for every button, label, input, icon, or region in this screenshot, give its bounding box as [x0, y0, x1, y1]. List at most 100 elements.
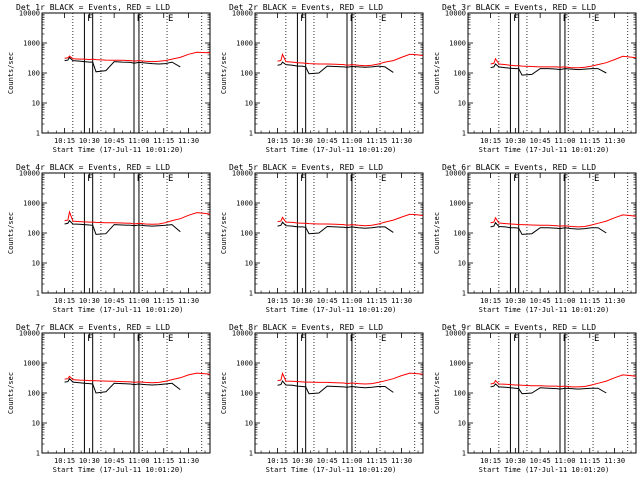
x-tick-label: 11:00 [341, 297, 362, 305]
x-axis-label: Start Time (17-Jul-11 10:01:20) [53, 146, 184, 154]
x-tick-label: 11:00 [128, 457, 149, 465]
y-tick-label: 1000 [236, 360, 253, 368]
x-axis-label: Start Time (17-Jul-11 10:01:20) [266, 146, 397, 154]
y-tick-label: 100 [453, 230, 466, 238]
time-marker-label: F [137, 334, 142, 344]
y-tick-label: 1 [36, 290, 40, 298]
time-marker-label: F [513, 334, 518, 344]
lld-series-line [277, 52, 424, 67]
x-tick-label: 11:15 [366, 297, 387, 305]
x-tick-label: 11:15 [579, 137, 600, 145]
plot-frame [41, 12, 211, 134]
x-tick-label: 10:15 [267, 297, 288, 305]
x-tick-label: 11:30 [604, 457, 625, 465]
time-marker-label: E [594, 14, 599, 24]
y-tick-label: 1 [36, 130, 40, 138]
x-tick-label: 10:30 [292, 297, 313, 305]
y-tick-label: 10000 [232, 170, 253, 178]
panel-title: Det 4r BLACK = Events, RED = LLD [16, 163, 170, 172]
y-tick-label: 10000 [445, 10, 466, 18]
y-tick-label: 1000 [449, 360, 466, 368]
panel-plot: Det 3r BLACK = Events, RED = LLD 1 10 100 10… [433, 3, 637, 154]
y-tick-label: 10000 [445, 170, 466, 178]
y-tick-label: 100 [27, 390, 40, 398]
detector-panel: Det 9r BLACK = Events, RED = LLD 1 10 100 10… [426, 320, 639, 480]
y-tick-label: 10000 [19, 170, 40, 178]
x-tick-label: 11:15 [153, 297, 174, 305]
y-tick-label: 10000 [232, 330, 253, 338]
events-series-line [64, 377, 181, 394]
y-axis-label: Counts/sec [220, 372, 228, 414]
time-marker-label: F [300, 334, 305, 344]
lld-series-line [490, 214, 637, 228]
y-axis-label: Counts/sec [220, 212, 228, 254]
y-tick-label: 100 [27, 70, 40, 78]
time-marker-label: F [87, 334, 92, 344]
detector-panel: Det 6r BLACK = Events, RED = LLD 1 10 100 10… [426, 160, 639, 320]
panel-plot: Det 8r BLACK = Events, RED = LLD 1 10 100 10… [220, 323, 424, 474]
x-tick-label: 10:15 [480, 137, 501, 145]
y-tick-label: 1 [462, 130, 466, 138]
x-tick-label: 11:30 [391, 137, 412, 145]
x-tick-label: 11:30 [604, 297, 625, 305]
y-tick-label: 100 [240, 70, 253, 78]
x-tick-label: 10:45 [317, 137, 338, 145]
x-axis-label: Start Time (17-Jul-11 10:01:20) [53, 466, 184, 474]
panel-plot: Det 2r BLACK = Events, RED = LLD 1 10 100 10… [220, 3, 424, 154]
y-tick-label: 1 [36, 450, 40, 458]
lld-series-line [64, 210, 211, 225]
x-tick-label: 11:15 [579, 297, 600, 305]
x-tick-label: 10:45 [317, 297, 338, 305]
time-marker-label: E [168, 334, 173, 344]
y-tick-label: 100 [240, 390, 253, 398]
events-series-line [490, 383, 607, 395]
y-tick-label: 1000 [449, 40, 466, 48]
y-tick-label: 10 [245, 420, 253, 428]
x-tick-label: 10:30 [505, 457, 526, 465]
events-series-line [64, 219, 181, 235]
x-tick-label: 11:00 [128, 297, 149, 305]
plot-frame [254, 172, 424, 294]
x-axis-label: Start Time (17-Jul-11 10:01:20) [479, 466, 610, 474]
y-tick-label: 10 [458, 100, 466, 108]
x-tick-label: 10:30 [79, 297, 100, 305]
x-tick-label: 11:15 [366, 457, 387, 465]
panel-title: Det 8r BLACK = Events, RED = LLD [229, 323, 383, 332]
y-tick-label: 100 [453, 390, 466, 398]
x-tick-label: 10:45 [104, 137, 125, 145]
panel-title: Det 1r BLACK = Events, RED = LLD [16, 3, 170, 12]
x-tick-label: 11:15 [153, 457, 174, 465]
x-axis-label: Start Time (17-Jul-11 10:01:20) [266, 306, 397, 314]
x-tick-label: 10:15 [54, 457, 75, 465]
y-tick-label: 10000 [232, 10, 253, 18]
panel-plot: Det 5r BLACK = Events, RED = LLD 1 10 100 10… [220, 163, 424, 314]
y-axis-label: Counts/sec [433, 372, 441, 414]
x-tick-label: 10:45 [317, 457, 338, 465]
y-tick-label: 1 [462, 290, 466, 298]
x-tick-label: 11:30 [391, 457, 412, 465]
panel-title: Det 9r BLACK = Events, RED = LLD [442, 323, 596, 332]
time-marker-label: F [563, 174, 568, 184]
x-tick-label: 11:15 [579, 457, 600, 465]
y-tick-label: 1 [249, 130, 253, 138]
y-tick-label: 100 [240, 230, 253, 238]
detector-panel: Det 7r BLACK = Events, RED = LLD 1 10 100 10… [0, 320, 213, 480]
detector-panel: Det 1r BLACK = Events, RED = LLD 1 10 100 10… [0, 0, 213, 160]
x-axis-label: Start Time (17-Jul-11 10:01:20) [266, 466, 397, 474]
panel-plot: Det 9r BLACK = Events, RED = LLD 1 10 100 10… [433, 323, 637, 474]
events-series-line [490, 221, 607, 235]
y-tick-label: 10000 [19, 330, 40, 338]
x-tick-label: 10:45 [530, 137, 551, 145]
y-tick-label: 1 [462, 450, 466, 458]
x-tick-label: 11:30 [178, 137, 199, 145]
plot-frame [254, 332, 424, 454]
plot-frame [467, 332, 637, 454]
detector-panel: Det 5r BLACK = Events, RED = LLD 1 10 100 10… [213, 160, 426, 320]
x-tick-label: 11:30 [178, 297, 199, 305]
y-tick-label: 1000 [23, 360, 40, 368]
x-tick-label: 11:00 [341, 137, 362, 145]
time-marker-label: E [381, 14, 386, 24]
x-tick-label: 10:15 [267, 457, 288, 465]
time-marker-label: F [350, 174, 355, 184]
x-axis-label: Start Time (17-Jul-11 10:01:20) [53, 306, 184, 314]
